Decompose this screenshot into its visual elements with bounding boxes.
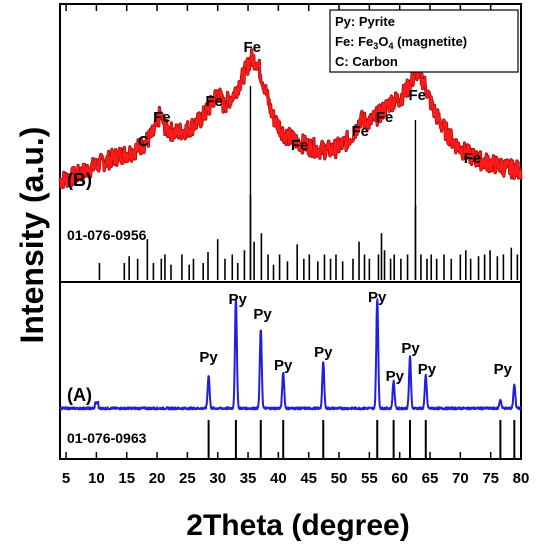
peak-label-b: Fe	[153, 109, 171, 126]
x-tick-label: 40	[270, 470, 287, 487]
peak-label-b: Fe	[351, 123, 369, 140]
peak-label-a: Py	[418, 361, 437, 378]
peak-label-b: Fe	[464, 150, 482, 167]
x-tick-label: 15	[118, 470, 135, 487]
peak-label-b: Fe	[409, 87, 427, 104]
x-tick-label: 60	[391, 470, 408, 487]
plot-frame	[59, 3, 522, 460]
x-tick-label: 50	[331, 470, 348, 487]
peak-label-a: Py	[386, 368, 405, 385]
reference-code-a: 01-076-0963	[67, 430, 147, 446]
legend-entry: Py: Pyrite	[335, 14, 395, 29]
x-tick-label: 5	[62, 470, 70, 487]
x-tick-label: 75	[482, 470, 499, 487]
legend-box	[329, 9, 519, 73]
x-tick-label: 45	[300, 470, 317, 487]
x-tick-label: 30	[209, 470, 226, 487]
peak-label-a: Py	[314, 344, 333, 361]
panel-a-label: (A)	[67, 385, 92, 405]
x-tick-label: 10	[88, 470, 105, 487]
peak-label-b: Fe	[205, 93, 223, 110]
peak-label-a: Py	[199, 349, 218, 366]
peak-label-a: Py	[253, 306, 272, 323]
reference-code-b: 01-076-0956	[67, 227, 147, 243]
peak-label-a: Py	[401, 340, 420, 357]
peak-label-b: C	[138, 133, 149, 150]
peak-label-a: Py	[494, 361, 513, 378]
legend-entry: Fe: Fe3O4 (magnetite)	[335, 34, 467, 51]
x-tick-label: 55	[361, 470, 378, 487]
peak-label-a: Py	[274, 357, 293, 374]
x-tick-label: 20	[149, 470, 166, 487]
x-tick-label: 70	[452, 470, 469, 487]
panel-b-label: (B)	[67, 170, 92, 190]
series-a-line	[59, 298, 522, 411]
x-axis-label: 2Theta (degree)	[186, 509, 409, 542]
peak-label-a: Py	[229, 291, 248, 308]
x-tick-label: 35	[240, 470, 257, 487]
peak-label-b: Fe	[244, 39, 262, 56]
y-axis-label: Intensity (a.u.)	[14, 127, 50, 344]
peak-label-a: Py	[368, 289, 387, 306]
x-tick-label: 65	[422, 470, 439, 487]
legend-entry: C: Carbon	[335, 54, 398, 69]
peak-label-b: Fe	[376, 109, 394, 126]
x-tick-label: 80	[513, 470, 530, 487]
series-b-line	[59, 49, 522, 189]
peak-label-b: Fe	[291, 137, 309, 154]
x-tick-label: 25	[179, 470, 196, 487]
